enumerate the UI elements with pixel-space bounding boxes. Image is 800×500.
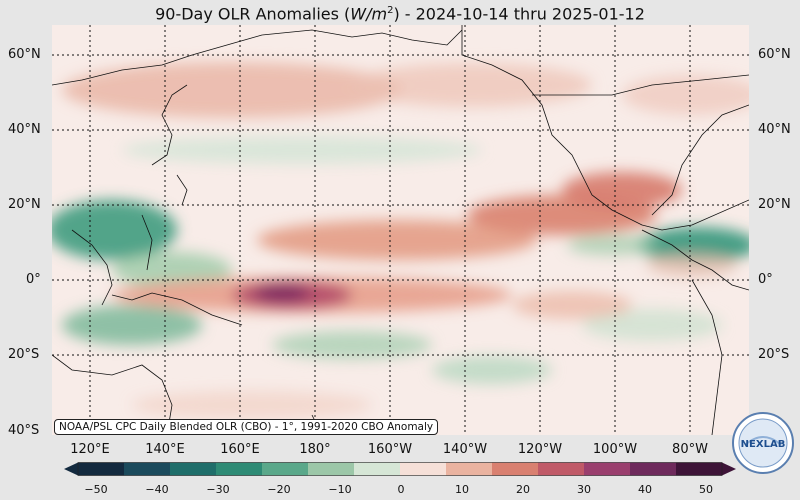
- colorbar-segment-negative: [78, 462, 125, 476]
- colorbar-segment-positive: [446, 462, 493, 476]
- colorbar-tick-label: 10: [455, 483, 469, 496]
- olr-anomaly-map: [52, 25, 749, 435]
- colorbar-tick-label: −50: [84, 483, 108, 496]
- colorbar-tick-label: −20: [267, 483, 291, 496]
- data-source-label: NOAA/PSL CPC Daily Blended OLR (CBO) - 1…: [54, 419, 439, 435]
- colorbar-tick-label: 40: [638, 483, 652, 496]
- colorbar-positive-segments: [400, 462, 736, 476]
- colorbar-max-arrow: [722, 462, 736, 476]
- lon-label-120w: 120°W: [517, 442, 563, 457]
- logo-text: NEXLAB: [741, 439, 786, 450]
- colorbar-segment-negative: [354, 462, 401, 476]
- colorbar-segment-positive: [676, 462, 723, 476]
- map-title: 90-Day OLR Anomalies (W/m2) - 2024-10-14…: [0, 0, 800, 24]
- lat-label-40s-left: 40°S: [8, 423, 40, 438]
- colorbar-tick-label: 20: [516, 483, 530, 496]
- lon-label-120e: 120°E: [70, 442, 110, 457]
- colorbar-segment-positive: [492, 462, 539, 476]
- lat-label-0-left: 0°: [26, 272, 41, 287]
- lat-label-20s-left: 20°S: [8, 347, 40, 362]
- title-unit-exponent: 2: [387, 5, 394, 16]
- lat-label-40n-right: 40°N: [758, 122, 791, 137]
- coastlines: [52, 25, 749, 435]
- lon-label-180: 180°: [299, 442, 331, 457]
- colorbar-segment-positive: [584, 462, 631, 476]
- colorbar-segment-negative: [308, 462, 355, 476]
- colorbar-negative-segments: [64, 462, 401, 476]
- colorbar-segment-positive: [538, 462, 585, 476]
- title-prefix: 90-Day OLR Anomalies (: [155, 4, 351, 24]
- lat-label-0-right: 0°: [758, 272, 773, 287]
- lat-label-60n-left: 60°N: [8, 47, 41, 62]
- colorbar-tick-label: 30: [577, 483, 591, 496]
- colorbar-tick-label: 0: [397, 483, 405, 496]
- colorbar-segment-negative: [124, 462, 171, 476]
- graticule: [52, 25, 749, 435]
- lat-label-20s-right: 20°S: [758, 347, 790, 362]
- colorbar-segment-negative: [170, 462, 217, 476]
- colorbar: [64, 462, 736, 476]
- colorbar-segment-positive: [400, 462, 447, 476]
- lon-label-160w: 160°W: [367, 442, 413, 457]
- colorbar-segment-negative: [216, 462, 263, 476]
- title-unit: W/m: [350, 4, 388, 24]
- colorbar-tick-label: −10: [328, 483, 352, 496]
- lon-label-100w: 100°W: [592, 442, 638, 457]
- lat-label-60n-right: 60°N: [758, 47, 791, 62]
- anomaly-field: [52, 62, 749, 419]
- colorbar-segment-positive: [630, 462, 677, 476]
- colorbar-frame: [77, 462, 723, 476]
- colorbar-tick-label: −30: [206, 483, 230, 496]
- lat-label-40n-left: 40°N: [8, 122, 41, 137]
- colorbar-tick-label: 50: [699, 483, 713, 496]
- map-panel: [52, 25, 749, 435]
- lon-label-80w: 80°W: [672, 442, 708, 457]
- colorbar-segment-negative: [262, 462, 309, 476]
- colorbar-min-arrow: [64, 462, 78, 476]
- lon-label-140w: 140°W: [442, 442, 488, 457]
- lon-label-140e: 140°E: [145, 442, 185, 457]
- lon-label-160e: 160°E: [220, 442, 260, 457]
- lat-label-20n-right: 20°N: [758, 197, 791, 212]
- nexlab-logo: NEXLAB: [732, 412, 794, 474]
- title-suffix: ) - 2024-10-14 thru 2025-01-12: [393, 4, 645, 24]
- colorbar-tick-label: −40: [145, 483, 169, 496]
- lat-label-20n-left: 20°N: [8, 197, 41, 212]
